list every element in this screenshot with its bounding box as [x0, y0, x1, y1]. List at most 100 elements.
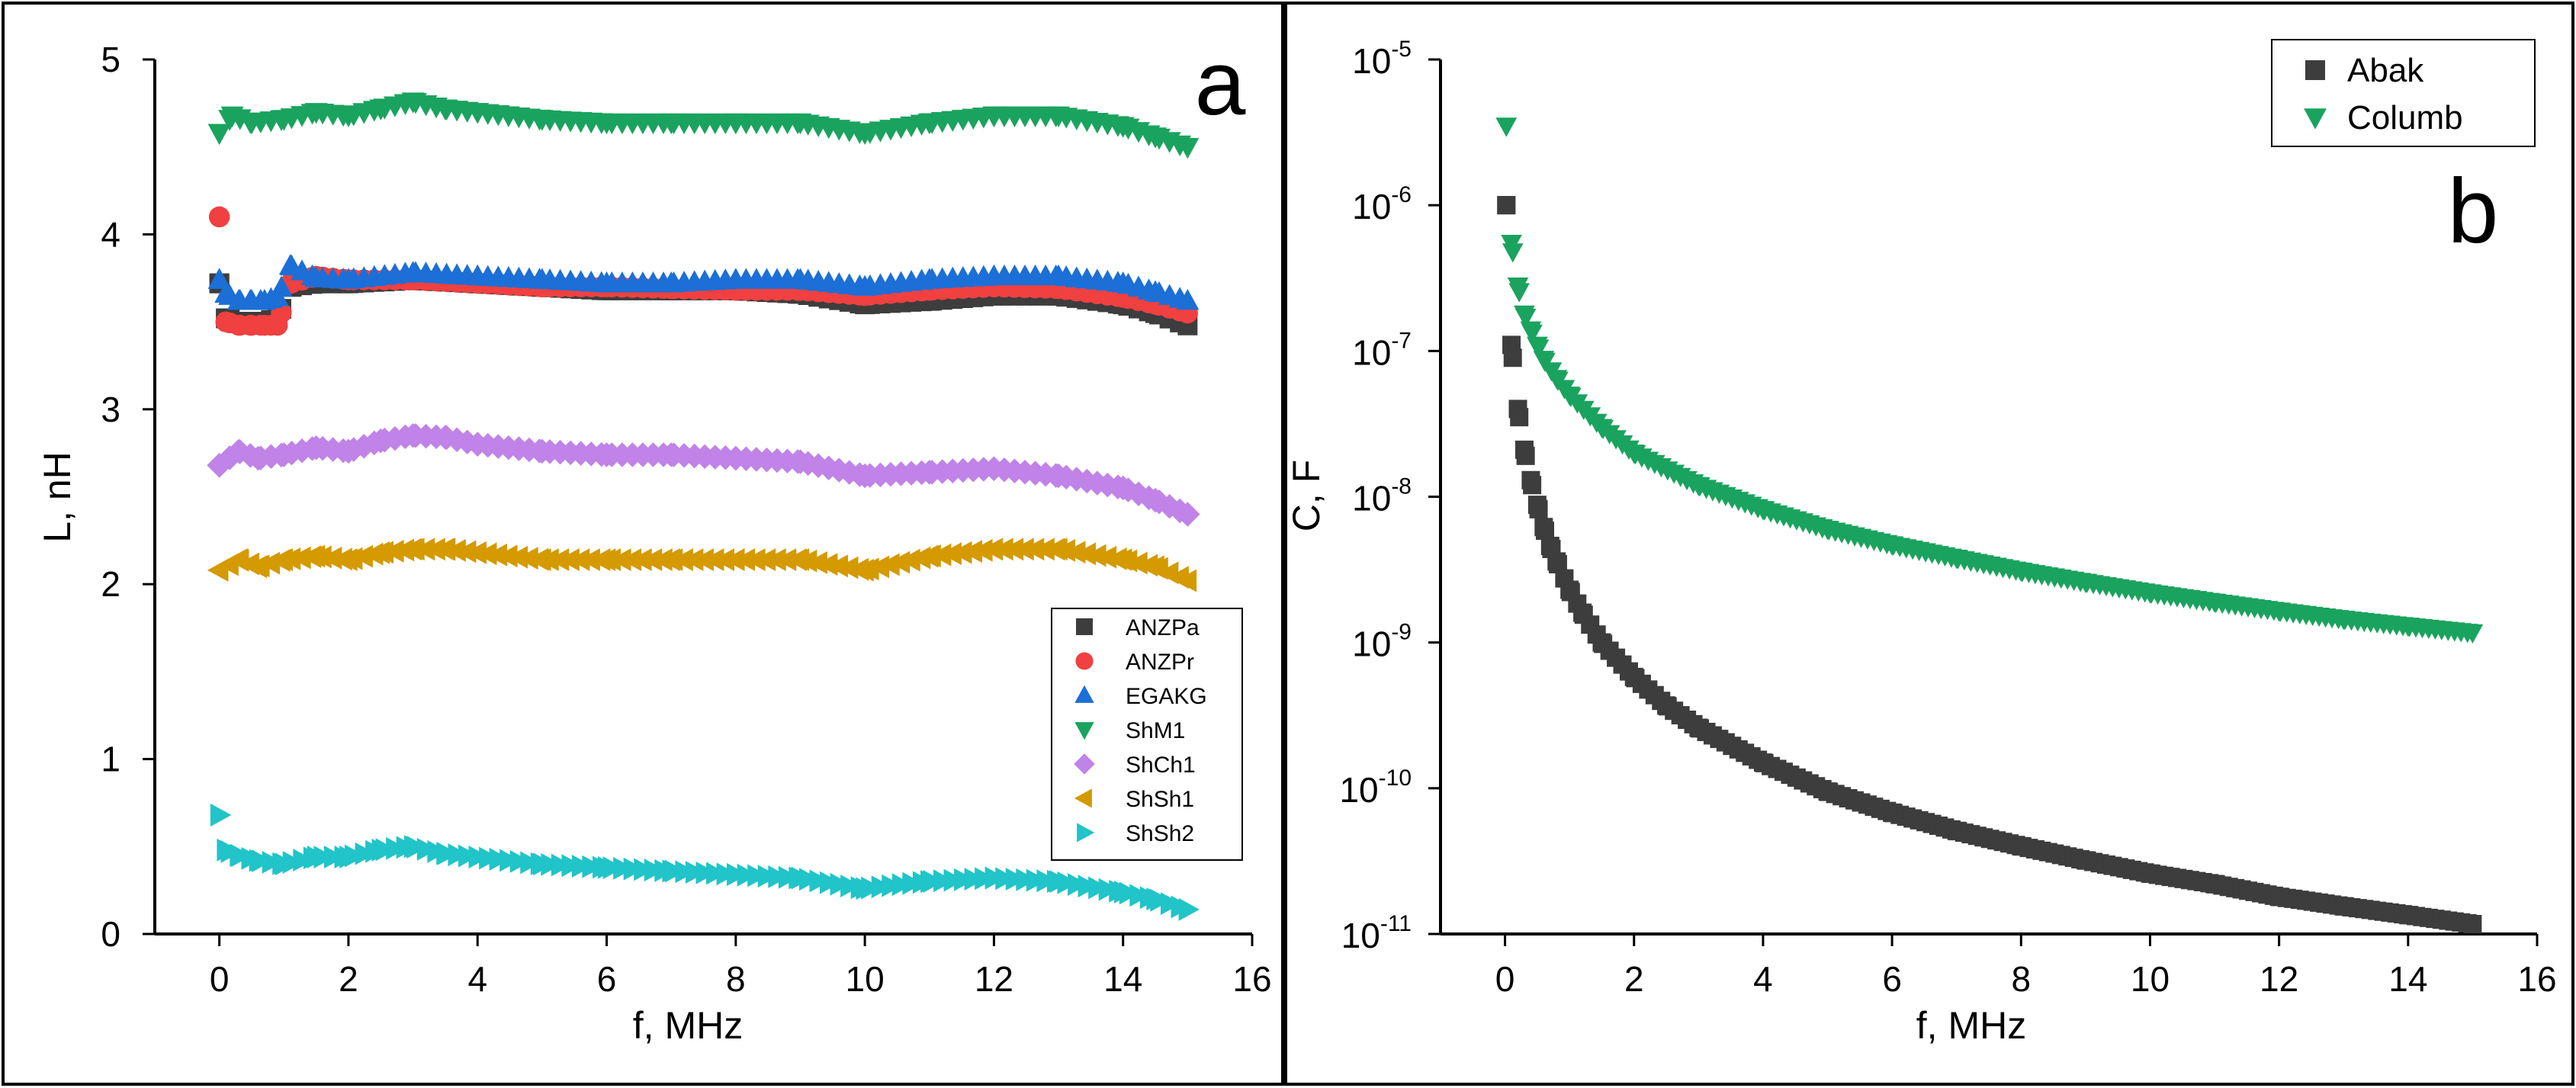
panel-a-point-shsh1 [878, 553, 900, 576]
legend-label-shm1: ShM1 [1126, 718, 1185, 743]
legend-label-shsh1: ShSh1 [1126, 787, 1194, 812]
panel-a-point-shsh1 [847, 557, 869, 581]
legend-label-anzpr: ANZPr [1126, 650, 1194, 675]
panel-a-point-shsh1 [951, 541, 972, 564]
panel-a-point-shsh1 [310, 545, 332, 569]
panel-a-point-shsh1 [279, 547, 301, 570]
panel-b-y-tick-label: 10-7 [1352, 328, 1412, 372]
panel-b-point-abak [2458, 914, 2477, 933]
panel-a-point-shsh1 [910, 546, 931, 570]
panel-b-x-tick-label: 12 [2260, 959, 2298, 999]
panel-b-point-abak [1529, 499, 1548, 518]
panel-b-x-tick-label: 2 [1624, 959, 1644, 999]
panel-a-point-shsh1 [290, 546, 311, 570]
panel-a-point-shsh1 [321, 546, 342, 570]
panel-a-point-shsh1 [527, 547, 549, 571]
panel-a-x-tick-label: 0 [210, 959, 230, 999]
panel-b-y-tick-label: 10-5 [1352, 37, 1412, 81]
panel-a-point-shsh1 [476, 542, 497, 566]
panel-a-frame [2, 2, 1284, 1086]
panel-a-x-tick-label: 8 [726, 959, 746, 999]
panel-a-point-shsh1 [930, 543, 952, 566]
panel-b-point-columb [1521, 324, 1543, 344]
panel-a-y-tick-label: 5 [101, 40, 120, 79]
panel-b-point-columb [1502, 243, 1524, 263]
panel-b-x-tick-label: 4 [1753, 959, 1773, 999]
panel-a-point-shsh1 [785, 548, 807, 572]
panel-b-point-columb [1508, 283, 1530, 303]
panel-a-point-shsh1 [817, 553, 838, 576]
panel-b-x-tick-label: 10 [2131, 959, 2170, 999]
panel-a-y-axis-title: L, nH [36, 451, 79, 543]
panel-a-x-tick-label: 2 [339, 959, 358, 999]
panel-a-point-shsh1 [1116, 549, 1138, 573]
panel-a-point-egakg [259, 287, 283, 308]
panel-a-point-shsh1 [1054, 539, 1075, 562]
panel-b-y-tick-label: 10-8 [1352, 474, 1412, 518]
panel-b-point-abak [1516, 446, 1535, 465]
panel-b-y-tick-label: 10-9 [1352, 620, 1412, 664]
panel-b-frame [1284, 2, 2574, 1086]
panel-a-y-tick-label: 4 [101, 214, 120, 254]
panel-b-x-tick-label: 16 [2517, 959, 2556, 999]
panel-a-point-shsh1 [972, 538, 993, 562]
panel-b-x-tick-label: 0 [1495, 959, 1515, 999]
panel-a-point-shsh1 [259, 551, 281, 575]
panel-a-point-shm1 [207, 124, 231, 145]
panel-a-point-shsh1 [1074, 542, 1097, 566]
panel-a-point-shsh1 [435, 538, 456, 561]
panel-b-point-abak [1548, 555, 1567, 574]
panel-b-x-tick-label: 8 [2011, 959, 2031, 999]
panel-a-point-shsh1 [1085, 544, 1107, 567]
legend-marker-egakg [1074, 685, 1094, 703]
panel-a-point-shsh1 [300, 545, 322, 568]
panel-a-point-shsh1 [393, 538, 415, 562]
panel-a-point-shsh1 [517, 547, 538, 570]
panel-a-point-shsh2 [1171, 895, 1192, 919]
panel-a-point-shsh1 [837, 556, 859, 579]
panel-a-point-shsh1 [796, 549, 817, 573]
panel-a-point-shsh1 [331, 547, 352, 571]
panel-a-point-shsh1 [238, 552, 259, 576]
legend-marker-abak [2305, 60, 2325, 80]
panel-a-letter: a [1195, 32, 1246, 134]
panel-a-point-shsh1 [1106, 547, 1127, 570]
panel-a-point-anzpr [208, 206, 230, 228]
panel-a-point-shsh1 [342, 547, 363, 570]
panel-b-point-abak [1497, 196, 1516, 215]
panel-a-point-shsh1 [506, 545, 528, 569]
panel-b-point-abak [1542, 540, 1561, 559]
panel-a-point-shch1 [1167, 498, 1193, 524]
panel-a-y-tick-label: 2 [101, 564, 120, 604]
panel-a-y-tick-label: 1 [101, 740, 120, 779]
legend-label-anzpa: ANZPa [1126, 615, 1200, 640]
panel-b-x-tick-label: 6 [1882, 959, 1902, 999]
panel-a-point-shsh1 [827, 554, 848, 578]
legend-marker-shch1 [1074, 753, 1095, 775]
panel-a-point-shsh1 [806, 550, 827, 574]
panel-a-point-shsh1 [383, 539, 404, 563]
panel-a-point-shsh1 [455, 540, 477, 563]
panel-a-point-shsh2 [210, 804, 232, 826]
panel-b-letter: b [2448, 160, 2499, 262]
panel-b-x-axis-title: f, MHz [1916, 1004, 2026, 1047]
legend-marker-columb [2304, 108, 2327, 130]
panel-a-point-egakg [269, 275, 293, 297]
panel-b-y-tick-label: 10-10 [1339, 765, 1412, 810]
legend-marker-shm1 [1074, 722, 1094, 740]
panel-a-x-axis-title: f, MHz [633, 1004, 743, 1047]
panel-a-x-tick-label: 16 [1232, 959, 1271, 999]
legend-label-shsh2: ShSh2 [1126, 821, 1194, 846]
panel-a-point-shsh1 [1044, 538, 1065, 561]
panel-b-y-axis-title: C, F [1285, 460, 1328, 531]
panel-a-point-shsh1 [899, 548, 920, 572]
panel-b-point-abak [1503, 348, 1522, 367]
legend-label-shch1: ShCh1 [1126, 753, 1196, 778]
panel-a-point-shsh1 [888, 550, 911, 574]
panel-a-point-shsh1 [486, 543, 508, 566]
panel-a-x-tick-label: 10 [846, 959, 885, 999]
panel-a-point-shsh1 [424, 538, 445, 561]
panel-a-point-shsh1 [372, 541, 394, 564]
panel-a-point-shsh1 [352, 544, 373, 568]
